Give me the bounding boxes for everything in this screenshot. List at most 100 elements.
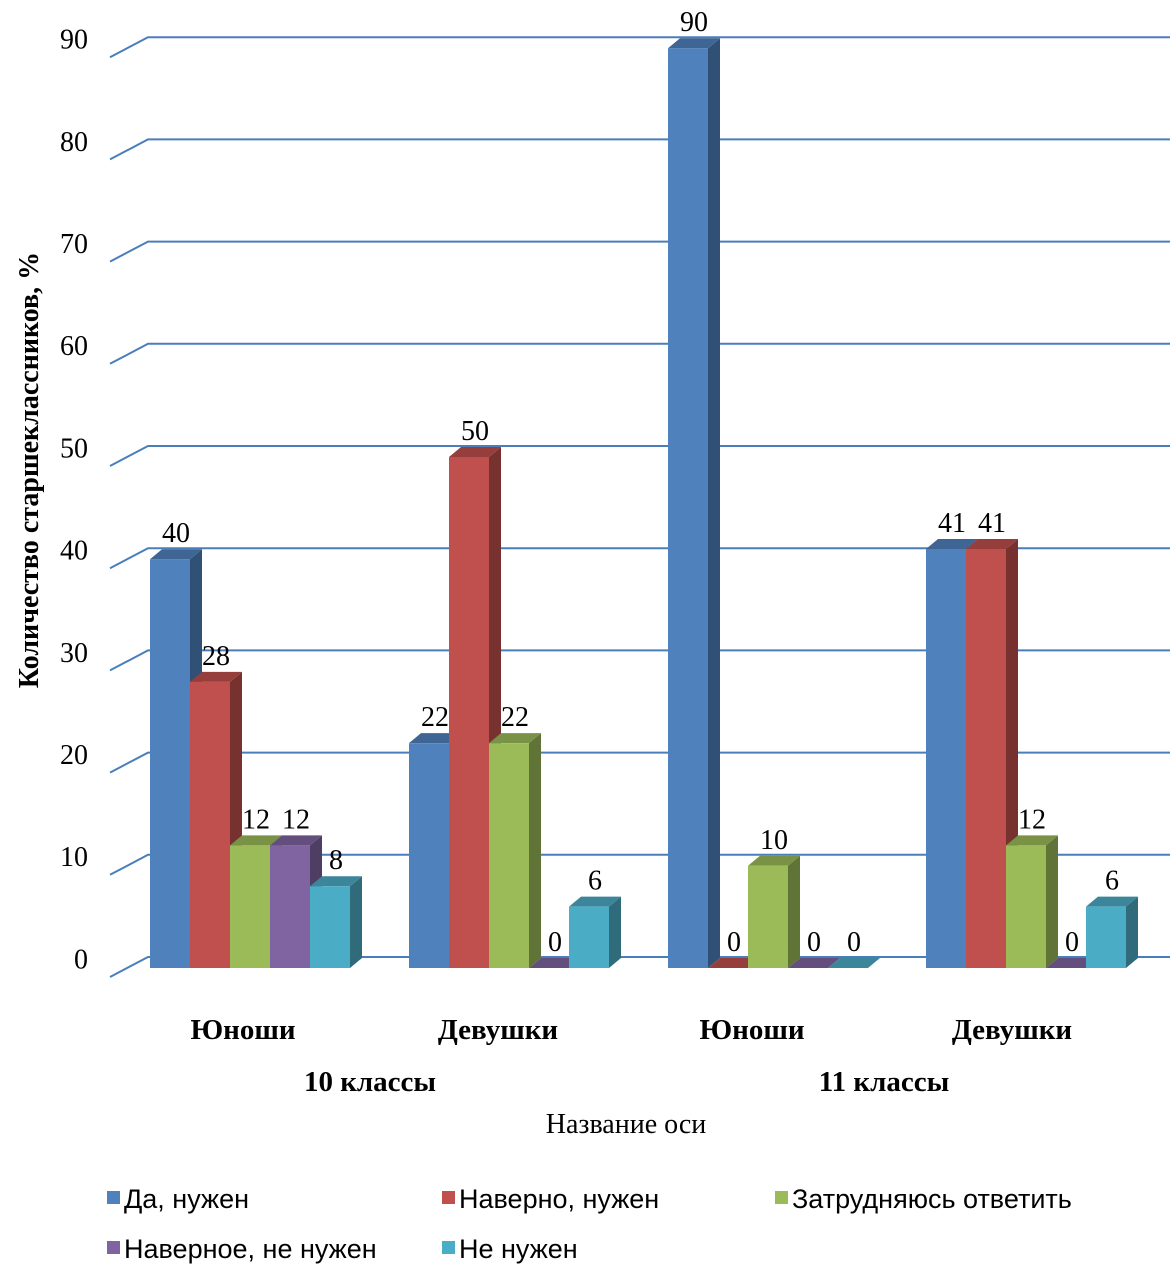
bar: [569, 896, 621, 968]
bar-top: [190, 671, 242, 682]
y-tick-label: 70: [60, 229, 88, 260]
data-label: 0: [1065, 927, 1079, 958]
data-label: 8: [329, 845, 343, 876]
legend-swatch: [107, 1191, 120, 1204]
bar-front: [966, 548, 1006, 968]
bar-top: [569, 896, 621, 907]
x-axis-title: Название оси: [546, 1109, 707, 1140]
gridlines: [109, 36, 1170, 978]
gridline: [109, 138, 1170, 161]
bar-top: [310, 876, 362, 887]
bar-top: [748, 855, 800, 866]
gridline: [109, 956, 1170, 978]
x-group-label: 11 классы: [819, 1066, 950, 1098]
legend-label: Не нужен: [459, 1234, 578, 1264]
bar-front: [150, 559, 190, 968]
x-category-label: Юноши: [190, 1014, 295, 1046]
data-label: 22: [501, 702, 529, 733]
y-tick-label: 60: [60, 331, 88, 362]
bar: [668, 38, 720, 968]
legend-item: Наверное, не нужен: [107, 1234, 377, 1264]
bar-top: [449, 447, 501, 457]
bar-front: [230, 845, 270, 968]
data-label: 90: [680, 7, 708, 38]
bar-front: [748, 865, 788, 968]
bar-top: [230, 835, 282, 846]
data-label: 50: [461, 416, 489, 447]
bar-side: [788, 855, 800, 968]
gridline: [109, 342, 1170, 365]
bar-front: [449, 457, 489, 968]
legend-item: Не нужен: [442, 1234, 578, 1264]
data-label: 6: [588, 866, 602, 897]
bar: [310, 876, 362, 968]
y-tick-label: 30: [60, 638, 88, 669]
gridline: [109, 853, 1170, 876]
bar-side: [708, 38, 720, 968]
y-axis-title: Количество старшеклассников, %: [14, 252, 45, 688]
bar-front: [668, 48, 708, 968]
y-tick-label: 90: [60, 25, 88, 56]
bar: [1006, 835, 1058, 968]
bar-side: [529, 733, 541, 968]
y-axis-ticks: 0 10 20 30 40 50 60 70 80 90: [60, 25, 88, 976]
legend-swatch: [442, 1191, 455, 1204]
bar: [1086, 896, 1138, 968]
bar-top: [926, 538, 978, 549]
y-tick-label: 20: [60, 740, 88, 771]
bar-front: [310, 886, 350, 968]
bar-top: [1006, 835, 1058, 846]
legend: Да, нужен Наверно, нужен Затрудняюсь ответ…: [107, 1184, 1072, 1264]
data-label: 12: [282, 804, 310, 835]
data-label: 41: [978, 508, 1006, 539]
bar-side: [350, 876, 362, 968]
legend-label: Затрудняюсь ответить: [792, 1184, 1072, 1214]
legend-item: Да, нужен: [107, 1184, 249, 1214]
bar-side: [609, 896, 621, 968]
bar-top: [788, 958, 840, 968]
bar: [828, 958, 880, 968]
y-tick-label: 40: [60, 536, 88, 567]
data-label: 40: [162, 518, 190, 549]
legend-item: Наверно, нужен: [442, 1184, 659, 1214]
gridline: [109, 240, 1170, 263]
y-tick-label: 0: [74, 944, 88, 975]
data-label: 0: [727, 927, 741, 958]
data-label: 0: [548, 927, 562, 958]
legend-label: Да, нужен: [124, 1184, 249, 1214]
bar: [708, 958, 760, 968]
data-label: 41: [938, 508, 966, 539]
bar-top: [270, 835, 322, 846]
bar: [1046, 958, 1098, 968]
legend-label: Наверное, не нужен: [124, 1234, 377, 1264]
legend-swatch: [775, 1191, 788, 1204]
x-axis-groups: 10 классы 11 классы: [304, 1066, 949, 1098]
gridline: [109, 445, 1170, 467]
data-label: 28: [202, 641, 230, 672]
bar-top: [1046, 958, 1098, 968]
gridline: [109, 751, 1170, 774]
x-category-label: Девушки: [438, 1014, 558, 1046]
legend-label: Наверно, нужен: [459, 1184, 659, 1214]
data-label: 10: [760, 825, 788, 856]
bar-front: [270, 845, 310, 968]
bar-top: [828, 958, 880, 968]
bar-front: [489, 743, 529, 968]
bar: [529, 958, 581, 968]
bar-front: [926, 548, 966, 968]
bar-top: [489, 733, 541, 744]
bar: [748, 855, 800, 968]
bars: [150, 38, 1138, 968]
legend-item: Затрудняюсь ответить: [775, 1184, 1072, 1214]
data-label: 0: [847, 927, 861, 958]
bar-front: [1006, 845, 1046, 968]
x-category-label: Юноши: [699, 1014, 804, 1046]
bar-top: [409, 733, 461, 744]
bar-top: [966, 538, 1018, 549]
bar: [966, 538, 1018, 968]
bar-front: [190, 681, 230, 968]
gridline: [109, 649, 1170, 672]
bar-top: [529, 958, 581, 968]
